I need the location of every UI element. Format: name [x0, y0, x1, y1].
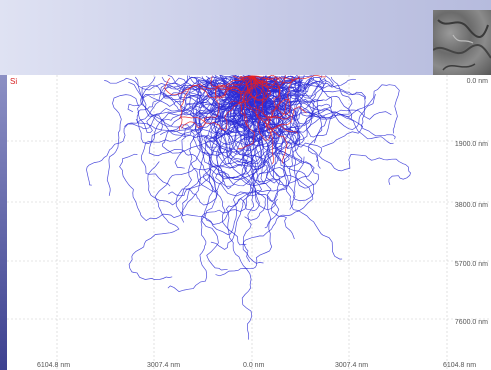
electron-trajectory-red: [181, 75, 257, 129]
electron-trajectory-red: [251, 75, 326, 84]
x-tick-label: 0.0 nm: [243, 362, 265, 369]
electron-trajectory-blue: [251, 75, 307, 120]
monte-carlo-trajectory-plot: Si 0.0 nm 1900.0 nm 3800.0 nm 5700.0 nm 7600…: [7, 75, 491, 370]
electron-trajectory-blue: [205, 75, 263, 153]
electron-trajectory-red: [239, 75, 253, 78]
electron-trajectory-blue: [203, 75, 293, 169]
sample-image-thumbnail: [433, 10, 491, 76]
electron-trajectory-blue: [251, 75, 353, 164]
electron-trajectory-red: [163, 75, 253, 99]
electron-trajectory-red: [178, 75, 259, 131]
electron-trajectory-blue: [251, 75, 319, 162]
slide-left-edge: [0, 75, 7, 370]
electron-trajectory-red: [214, 75, 253, 126]
electron-trajectory-blue: [251, 75, 394, 189]
electron-trajectory-blue: [228, 75, 283, 143]
electron-trajectory-blue: [119, 75, 283, 222]
slide-background-band: [0, 0, 491, 75]
electron-trajectory-red: [233, 75, 253, 81]
x-tick-label: 3007.4 nm: [147, 362, 181, 369]
electron-trajectory-blue: [106, 75, 267, 196]
x-tick-label: 6104.8 nm: [37, 362, 71, 369]
electron-trajectory-blue: [251, 75, 334, 119]
electron-trajectory-red: [178, 75, 253, 131]
electron-trajectory-blue: [86, 75, 289, 186]
electron-trajectory-blue: [230, 75, 296, 210]
y-tick-label: 1900.0 nm: [454, 141, 488, 148]
electron-trajectory-blue: [188, 75, 253, 95]
x-tick-label: 6104.8 nm: [443, 362, 477, 369]
electron-trajectory-red: [251, 75, 286, 89]
electron-trajectory-red: [247, 75, 292, 120]
electron-trajectory-red: [251, 75, 274, 165]
electron-trajectory-red: [237, 75, 255, 150]
electron-trajectory-red: [251, 75, 300, 81]
electron-trajectory-blue: [161, 75, 254, 102]
electron-trajectory-blue: [193, 75, 253, 139]
y-tick-label: 3800.0 nm: [454, 202, 488, 209]
electron-trajectory-blue: [251, 75, 323, 108]
electron-trajectory-blue: [198, 75, 254, 178]
electron-trajectory-blue: [135, 75, 253, 144]
y-tick-label: 5700.0 nm: [454, 261, 488, 268]
electron-trajectory-blue: [235, 75, 254, 92]
electron-trajectory-blue: [249, 75, 300, 118]
electron-trajectory-red: [251, 75, 298, 141]
electron-trajectory-red: [240, 75, 266, 102]
y-tick-label: 7600.0 nm: [454, 319, 488, 326]
electron-trajectory-red: [243, 75, 293, 120]
electron-trajectory-red: [210, 75, 253, 88]
electron-trajectory-red: [252, 75, 291, 128]
electron-trajectory-blue: [250, 75, 411, 186]
trajectory-svg: [7, 75, 491, 370]
electron-trajectory-red: [251, 75, 268, 87]
electron-trajectory-blue: [252, 75, 287, 184]
electron-trajectory-red: [229, 75, 264, 104]
element-label: Si: [10, 77, 18, 86]
electron-trajectory-blue: [167, 75, 253, 292]
electron-trajectory-blue: [141, 75, 253, 130]
electron-trajectory-blue: [205, 75, 265, 139]
x-tick-label: 3007.4 nm: [335, 362, 369, 369]
y-tick-label: 0.0 nm: [466, 78, 488, 85]
